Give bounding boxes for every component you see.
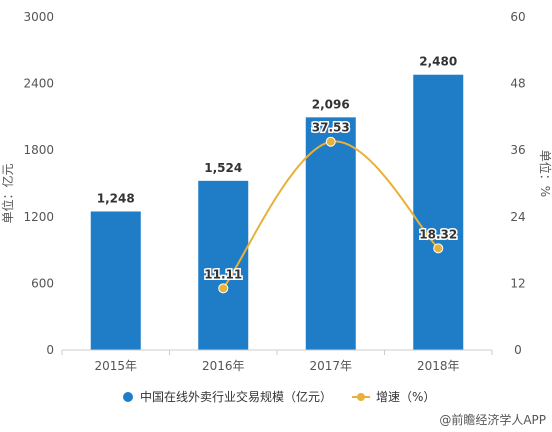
line-point bbox=[218, 283, 229, 294]
source-watermark: @前瞻经济学人APP bbox=[439, 412, 546, 427]
right-tick-label: 36 bbox=[510, 143, 525, 157]
bar bbox=[90, 211, 141, 350]
legend-bar-label: 中国在线外卖行业交易规模（亿元） bbox=[140, 389, 332, 404]
right-axis-title: 单位：% bbox=[538, 150, 552, 197]
line-value-label: 11.11 bbox=[204, 267, 242, 281]
right-tick-label: 0 bbox=[514, 343, 522, 357]
bar bbox=[198, 180, 249, 350]
line-point bbox=[325, 136, 336, 147]
x-tick-label: 2015年 bbox=[94, 359, 137, 373]
line-value-label: 18.32 bbox=[419, 227, 457, 241]
bar bbox=[413, 74, 464, 350]
bar-value-label: 2,480 bbox=[419, 55, 457, 69]
left-tick-label: 1800 bbox=[23, 143, 54, 157]
bar bbox=[305, 117, 356, 351]
left-tick-label: 1200 bbox=[23, 210, 54, 224]
left-tick-label: 3000 bbox=[23, 10, 54, 24]
left-tick-label: 600 bbox=[31, 276, 54, 290]
right-tick-label: 24 bbox=[510, 210, 525, 224]
bar-value-label: 2,096 bbox=[312, 97, 350, 111]
right-tick-label: 60 bbox=[510, 10, 525, 24]
x-tick-label: 2016年 bbox=[202, 359, 245, 373]
left-tick-label: 2400 bbox=[23, 77, 54, 91]
right-tick-label: 48 bbox=[510, 77, 525, 91]
x-tick-label: 2018年 bbox=[417, 359, 460, 373]
right-tick-label: 12 bbox=[510, 276, 525, 290]
left-tick-label: 0 bbox=[46, 343, 54, 357]
legend-line-label: 增速（%） bbox=[376, 390, 435, 404]
line-value-label: 37.53 bbox=[312, 121, 350, 135]
legend-bar-marker bbox=[123, 392, 133, 402]
left-axis-title: 单位：亿元 bbox=[0, 163, 15, 223]
line-point bbox=[433, 243, 444, 254]
bar-value-label: 1,524 bbox=[204, 161, 242, 175]
legend-line-marker bbox=[357, 393, 365, 401]
x-tick-label: 2017年 bbox=[309, 359, 352, 373]
bar-value-label: 1,248 bbox=[97, 191, 135, 205]
